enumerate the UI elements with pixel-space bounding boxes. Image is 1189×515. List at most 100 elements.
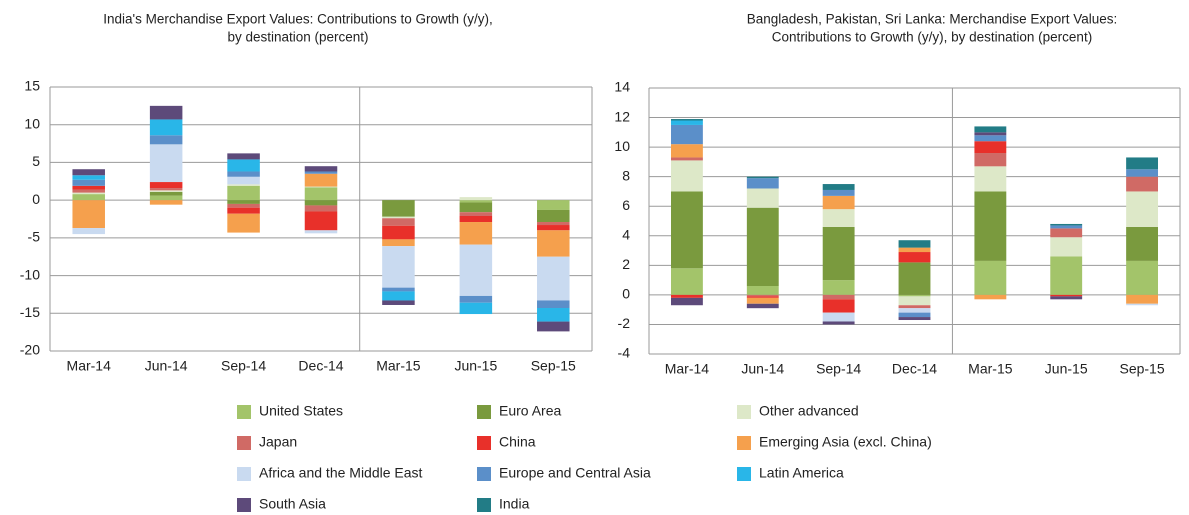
legend-swatch xyxy=(237,467,251,481)
y-tick-label: -20 xyxy=(20,342,40,358)
legend-label: Japan xyxy=(259,434,297,450)
y-tick-label: 10 xyxy=(24,115,40,131)
bar-segment xyxy=(459,244,493,296)
bar-segment xyxy=(898,262,931,295)
bar-segment xyxy=(149,105,183,120)
legend-label: India xyxy=(499,496,530,512)
bar-segment xyxy=(459,212,493,216)
bar-segment xyxy=(304,205,338,212)
bar-segment xyxy=(382,300,415,305)
bar-segment xyxy=(304,200,338,206)
legend-swatch xyxy=(737,405,751,419)
x-tick-label: Jun-14 xyxy=(145,358,188,374)
y-tick-label: 10 xyxy=(614,138,630,154)
bar-segment xyxy=(227,176,260,185)
y-tick-label: 5 xyxy=(32,153,40,169)
bar-segment xyxy=(670,144,703,158)
bar-segment xyxy=(670,120,703,125)
bar-segment xyxy=(746,207,779,287)
bar-segment xyxy=(822,321,855,325)
bar-segment xyxy=(227,184,260,186)
legend-swatch xyxy=(237,405,251,419)
bar-segment xyxy=(72,185,105,190)
y-tick-label: 0 xyxy=(622,286,630,302)
legend-label: United States xyxy=(259,403,343,419)
x-tick-label: Mar-15 xyxy=(376,358,421,374)
y-tick-label: 15 xyxy=(24,78,40,94)
bar-segment xyxy=(459,295,493,303)
bar-segment xyxy=(304,230,338,234)
bar-segment xyxy=(974,135,1007,142)
bar-segment xyxy=(149,144,183,183)
x-tick-label: Sep-15 xyxy=(531,358,576,374)
bar-segment xyxy=(382,225,415,240)
bar-segment xyxy=(1050,294,1083,297)
bar-segment xyxy=(459,222,493,245)
bar-segment xyxy=(1050,296,1083,300)
bar-segment xyxy=(746,188,779,208)
bar-segment xyxy=(72,200,105,229)
bar-segment xyxy=(149,191,183,196)
y-tick-label: -2 xyxy=(618,315,631,331)
bar-segment xyxy=(149,188,183,191)
bar-segment xyxy=(72,194,105,201)
bar-segment xyxy=(898,312,931,318)
bar-segment xyxy=(1126,294,1159,304)
bar-segment xyxy=(898,317,931,321)
bar-segment xyxy=(898,305,931,309)
bar-segment xyxy=(746,294,779,297)
bar-segment xyxy=(149,195,183,201)
legend-label: Latin America xyxy=(759,465,844,481)
legend-swatch xyxy=(237,436,251,450)
bar-segment xyxy=(227,153,260,160)
bar-segment xyxy=(459,202,493,213)
x-tick-label: Mar-14 xyxy=(665,361,710,377)
bar-segment xyxy=(822,226,855,281)
bar-segment xyxy=(670,157,703,161)
bar-segment xyxy=(227,185,260,201)
legend-swatch xyxy=(737,467,751,481)
legend-label: Euro Area xyxy=(499,403,561,419)
bar-segment xyxy=(822,209,855,227)
bar-segment xyxy=(537,230,570,257)
bar-segment xyxy=(1126,157,1159,170)
bar-segment xyxy=(1126,169,1159,177)
legend-swatch xyxy=(237,498,251,512)
chart-title: India's Merchandise Export Values: Contr… xyxy=(103,12,493,27)
bar-segment xyxy=(382,200,415,217)
bar-segment xyxy=(72,179,105,186)
legend-swatch xyxy=(477,405,491,419)
legend-label: Emerging Asia (excl. China) xyxy=(759,434,932,450)
bar-segment xyxy=(304,187,338,201)
bar-segment xyxy=(898,294,931,297)
x-tick-label: Jun-14 xyxy=(741,361,784,377)
bar-segment xyxy=(974,126,1007,133)
bar-segment xyxy=(459,200,493,203)
bar-segment xyxy=(304,166,338,172)
legend-label: South Asia xyxy=(259,496,326,512)
y-tick-label: -5 xyxy=(28,229,41,245)
legend-label: Other advanced xyxy=(759,403,859,419)
chart-title: by destination (percent) xyxy=(227,30,368,45)
bar-segment xyxy=(149,135,183,145)
y-tick-label: 12 xyxy=(614,108,630,124)
bar-segment xyxy=(974,166,1007,192)
bar-segment xyxy=(537,222,570,226)
bar-segment xyxy=(898,252,931,263)
x-tick-label: Sep-15 xyxy=(1119,361,1164,377)
y-tick-label: 8 xyxy=(622,167,630,183)
x-tick-label: Dec-14 xyxy=(892,361,937,377)
bar-segment xyxy=(670,124,703,145)
x-tick-label: Dec-14 xyxy=(298,358,343,374)
legend-swatch xyxy=(477,467,491,481)
bar-segment xyxy=(382,218,415,226)
legend-swatch xyxy=(477,498,491,512)
bar-segment xyxy=(227,203,260,208)
x-tick-label: Sep-14 xyxy=(816,361,861,377)
bar-segment xyxy=(670,294,703,298)
bar-segment xyxy=(1050,256,1083,295)
bar-segment xyxy=(1050,223,1083,226)
y-tick-label: -10 xyxy=(20,266,40,282)
bar-segment xyxy=(149,182,183,189)
